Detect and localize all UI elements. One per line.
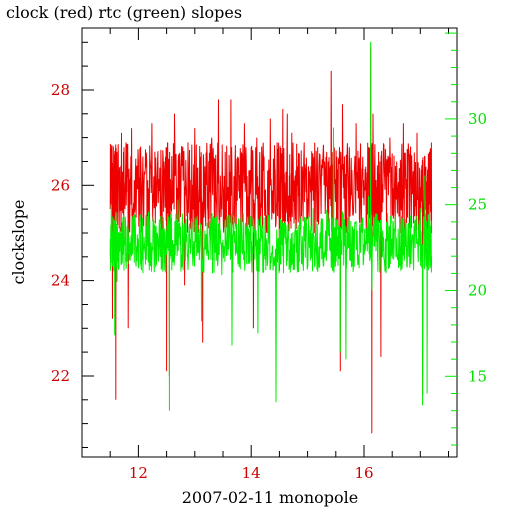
y-left-tick-label: 24 xyxy=(51,272,70,290)
y-right-tick-label: 30 xyxy=(468,110,487,128)
plot-frame xyxy=(81,27,458,458)
y-right-tick-label: 15 xyxy=(468,367,487,385)
chart-title: clock (red) rtc (green) slopes xyxy=(6,3,242,22)
y-axis-label: clockslope xyxy=(9,199,28,284)
x-tick-label: 12 xyxy=(129,464,148,482)
y-left-tick-label: 22 xyxy=(51,367,70,385)
rtc-series-group xyxy=(109,41,433,411)
y-right-tick-label: 20 xyxy=(468,282,487,300)
rtc-series-line xyxy=(109,41,433,411)
x-axis-label: 2007-02-11 monopole xyxy=(182,488,359,507)
x-axis: 12 14 16 xyxy=(81,28,449,482)
y-right-tick-label: 25 xyxy=(468,196,487,214)
y-left-axis: 22 24 26 28 xyxy=(51,41,94,448)
x-tick-label: 14 xyxy=(242,464,261,482)
x-tick-label: 16 xyxy=(354,464,373,482)
y-left-tick-label: 28 xyxy=(51,81,70,99)
y-right-axis: 15 20 25 30 xyxy=(445,32,487,446)
y-left-tick-label: 26 xyxy=(51,176,70,194)
